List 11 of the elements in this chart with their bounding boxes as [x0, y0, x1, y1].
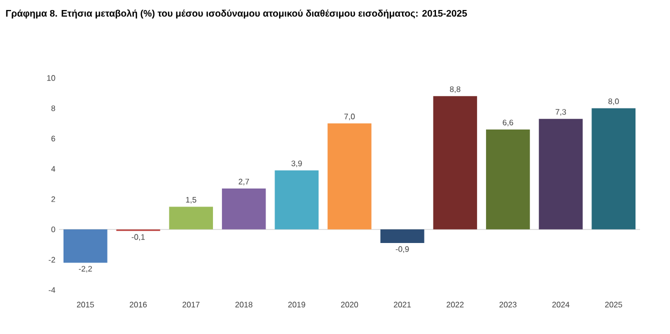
bar	[433, 96, 478, 230]
chart-title: Γράφημα 8. Ετήσια μεταβολή (%) του μέσου ισοδύναμου ατομικού διαθέσιμου εισοδήματος: 2015-2025	[6, 9, 467, 19]
bar	[380, 229, 424, 244]
bar	[274, 170, 319, 230]
bar	[169, 206, 213, 230]
bar	[222, 188, 266, 230]
bar	[538, 118, 583, 230]
bar	[486, 129, 530, 230]
bar	[592, 108, 636, 230]
bar	[328, 123, 372, 230]
bar	[63, 229, 108, 263]
